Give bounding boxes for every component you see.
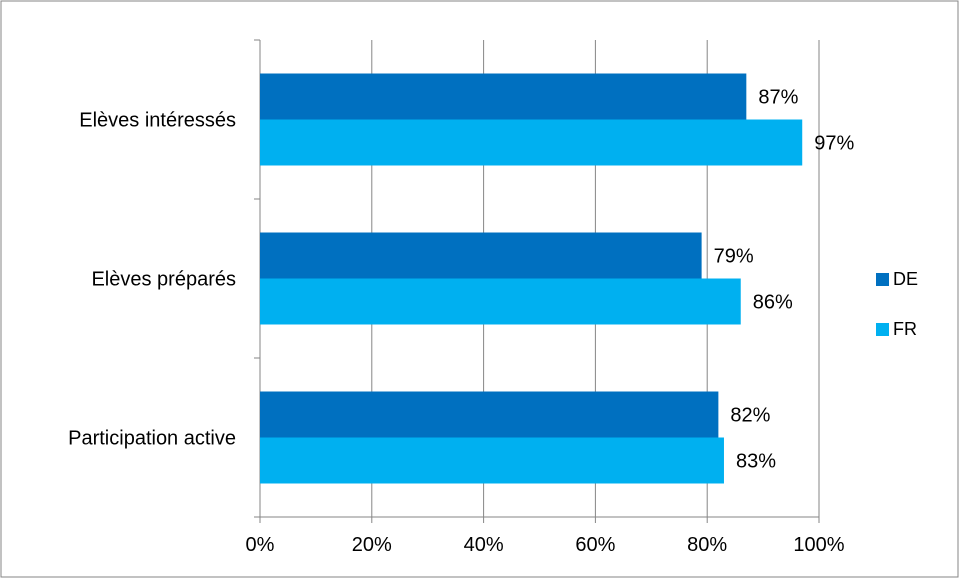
x-tick-label-100: 100% [793, 534, 844, 556]
bar-de-eleves-prepares [260, 232, 702, 279]
x-tick-label-60: 60% [575, 534, 615, 556]
bar-de-eleves-interesses [260, 73, 747, 120]
data-label-fr-eleves-interesses: 97% [814, 133, 854, 155]
data-label-de-participation-active: 82% [730, 405, 770, 427]
data-label-de-eleves-interesses: 87% [758, 87, 798, 109]
legend-swatch-de [876, 273, 889, 286]
x-tick-label-20: 20% [352, 534, 392, 556]
bars [260, 73, 803, 484]
category-label-eleves-prepares: Elèves préparés [91, 269, 236, 291]
category-label-participation-active: Participation active [68, 428, 236, 450]
category-label-eleves-interesses: Elèves intéressés [79, 110, 236, 132]
data-labels: 87% 97% 79% 86% 82% 83% [714, 87, 855, 473]
bar-fr-participation-active [260, 437, 724, 484]
bar-fr-eleves-interesses [260, 119, 803, 166]
bar-de-participation-active [260, 391, 719, 438]
x-tick-label-80: 80% [687, 534, 727, 556]
legend-label-de: DE [893, 269, 918, 289]
x-tick-label-0: 0% [246, 534, 275, 556]
legend-label-fr: FR [893, 319, 917, 339]
x-tick-label-40: 40% [464, 534, 504, 556]
data-label-fr-eleves-prepares: 86% [753, 292, 793, 314]
axes: 0% 20% 40% 60% 80% 100% Elèves intéressés Elève… [68, 39, 845, 556]
data-label-fr-participation-active: 83% [736, 451, 776, 473]
data-label-de-eleves-prepares: 79% [714, 246, 754, 268]
legend: DE FR [876, 269, 918, 339]
bar-fr-eleves-prepares [260, 278, 741, 325]
legend-swatch-fr [876, 323, 889, 336]
